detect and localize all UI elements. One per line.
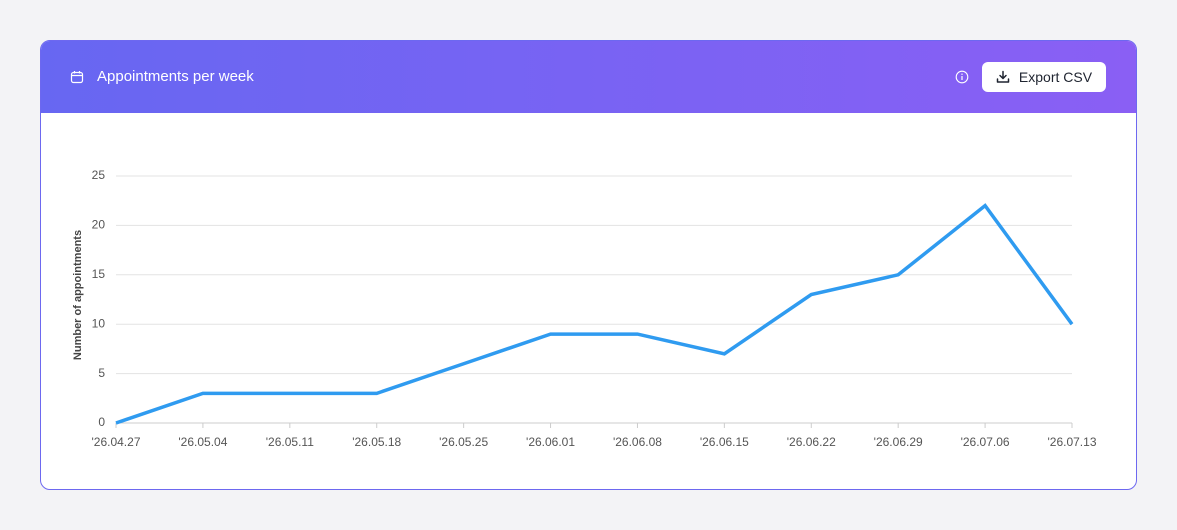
x-tick-label: '26.04.27 [91,435,140,449]
x-tick-label: '26.06.29 [874,435,923,449]
y-tick-label: 25 [92,168,106,182]
x-tick-label: '26.06.01 [526,435,575,449]
x-tick-label: '26.06.08 [613,435,662,449]
y-axis-title: Number of appointments [72,230,84,360]
export-button-label: Export CSV [1018,69,1093,85]
calendar-icon [70,71,84,84]
download-icon [996,70,1010,83]
y-tick-label: 20 [92,218,106,232]
x-tick-label: '26.06.15 [700,435,749,449]
x-tick-label: '26.05.11 [266,435,314,449]
data-line [115,203,1074,425]
y-tick-label: 5 [98,366,105,380]
y-tick-label: 10 [92,316,106,330]
x-tick-label: '26.05.18 [352,435,401,449]
y-tick-label: 0 [98,415,105,429]
x-tick-label: '26.06.22 [787,435,836,449]
card-title: Appointments per week [97,68,254,85]
y-tick-label: 15 [92,267,106,281]
x-tick-label: '26.07.13 [1047,435,1096,449]
info-icon[interactable] [955,70,969,84]
export-button[interactable]: Export CSV [982,62,1106,92]
x-tick-label: '26.07.06 [961,435,1010,449]
card: Appointments per week Export CSV [40,40,1137,490]
x-tick-label: '26.05.04 [178,435,227,449]
x-tick-label: '26.05.25 [439,435,488,449]
card-header: Appointments per week Export CSV [41,41,1136,113]
